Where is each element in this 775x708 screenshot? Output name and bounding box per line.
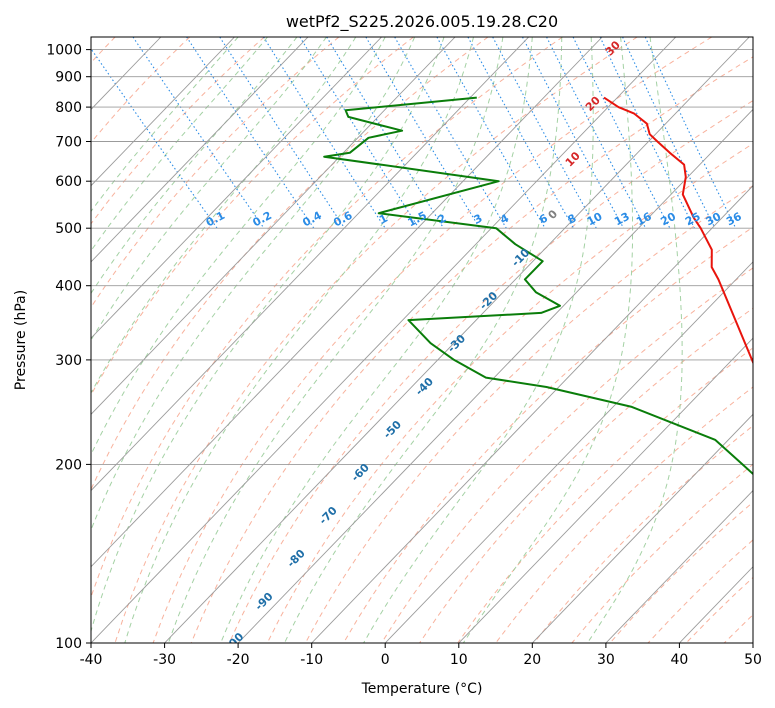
y-tick-label: 300: [55, 353, 82, 369]
temperature-profile-line: [603, 96, 753, 365]
dry-adiabat-line: [152, 37, 713, 643]
mixing-ratio-line: [572, 37, 671, 229]
isotherm-line: [91, 37, 530, 492]
moist-adiabat-line: [91, 37, 445, 634]
mixing-ratio-label: 16: [634, 210, 654, 229]
x-tick-label: -40: [80, 652, 103, 668]
moist-adiabat-line: [363, 37, 594, 643]
moist-adiabat-line: [462, 37, 634, 643]
dry-adiabat-line: [91, 37, 563, 599]
y-tick-label: 400: [55, 279, 82, 295]
dry-adiabat-line: [91, 37, 489, 491]
moist-adiabat-line: [586, 37, 683, 643]
moist-adiabat-line: [91, 37, 416, 532]
dry-adiabat-line: [228, 99, 753, 643]
isotherm-line: [605, 489, 753, 643]
isotherm-line: [91, 37, 235, 187]
y-axis-label: Pressure (hPa): [13, 290, 29, 390]
y-axis-ticks: 100 200 300 400 500 600 700 800 900 1000: [46, 43, 91, 652]
isotherm-line: [91, 37, 456, 415]
moist-adiabat-line: [91, 37, 327, 342]
mixing-ratio-line: [599, 37, 695, 229]
background-grid: [91, 37, 753, 643]
mixing-ratio-line: [263, 37, 386, 229]
mixing-ratio-line: [467, 37, 575, 229]
isotherm-line: [311, 185, 753, 643]
y-tick-label: 900: [55, 70, 82, 86]
x-tick-label: 0: [381, 652, 390, 668]
dewpoint-profile-line: [323, 96, 753, 476]
mixing-ratio-label: 30: [704, 210, 724, 229]
isotherm-line: [91, 37, 309, 263]
dry-adiabat-line: [266, 142, 753, 643]
dry-adiabat-line: [91, 37, 340, 309]
x-tick-label: 10: [450, 652, 468, 668]
x-tick-label: -30: [153, 652, 176, 668]
y-tick-label: 100: [55, 636, 82, 652]
dry-adiabat-line: [190, 56, 753, 643]
x-tick-label: -10: [300, 652, 323, 668]
x-tick-label: 30: [597, 652, 615, 668]
mixing-ratio-line: [186, 37, 315, 229]
mixing-ratio-line: [91, 47, 218, 229]
mixing-ratio-label: 36: [724, 210, 744, 229]
chart-title: wetPf2_S225.2026.005.19.28.C20: [286, 12, 558, 32]
y-tick-label: 600: [55, 174, 82, 190]
mixing-ratio-label: 13: [612, 210, 632, 229]
dry-adiabat-line: [343, 226, 753, 643]
y-tick-label: 500: [55, 221, 82, 237]
mixing-ratio-line: [132, 37, 265, 229]
isotherm-line: [91, 37, 603, 568]
mixing-ratio-label: 10: [585, 210, 605, 229]
isotherm-line: [91, 37, 382, 339]
mixing-ratio-line: [492, 37, 597, 229]
isotherm-line: [91, 37, 677, 643]
moist-adiabat-line: [91, 37, 386, 456]
moist-adiabat-line: [91, 37, 239, 213]
isotherm-line: [384, 261, 753, 643]
x-axis-ticks: -40 -30 -20 -10 0 10 20 30 40 50: [80, 643, 762, 668]
x-tick-label: 40: [670, 652, 688, 668]
mixing-ratio-line: [326, 37, 445, 229]
moist-adiabat-line: [284, 37, 563, 643]
dry-adiabat-line: [304, 185, 753, 643]
y-tick-label: 800: [55, 100, 82, 116]
y-tick-label: 1000: [46, 43, 82, 59]
mixing-ratio-label: 25: [683, 210, 703, 229]
mixing-ratio-line: [219, 37, 346, 229]
dry-adiabat-line: [381, 267, 753, 643]
y-tick-label: 200: [55, 457, 82, 473]
isotherm-line: [531, 413, 753, 643]
mixing-ratio-line: [522, 37, 625, 229]
dry-adiabat-line: [114, 37, 638, 643]
dry-adiabat-line: [91, 37, 414, 396]
x-tick-label: -20: [227, 652, 250, 668]
isotherm-line: [458, 337, 753, 643]
moist-adiabat-line: [91, 37, 268, 252]
y-tick-label: 700: [55, 135, 82, 151]
x-tick-label: 20: [523, 652, 541, 668]
mixing-ratio-label: 20: [658, 210, 678, 229]
x-axis-label: Temperature (°C): [361, 681, 483, 697]
isotherm-line: [237, 108, 753, 643]
plot-frame: [90, 36, 754, 644]
moist-adiabat-line: [91, 37, 298, 295]
dry-adiabat-line: [495, 386, 753, 643]
isotherm-line: [164, 37, 750, 643]
x-tick-label: 50: [744, 652, 762, 668]
data-series: [323, 96, 753, 476]
